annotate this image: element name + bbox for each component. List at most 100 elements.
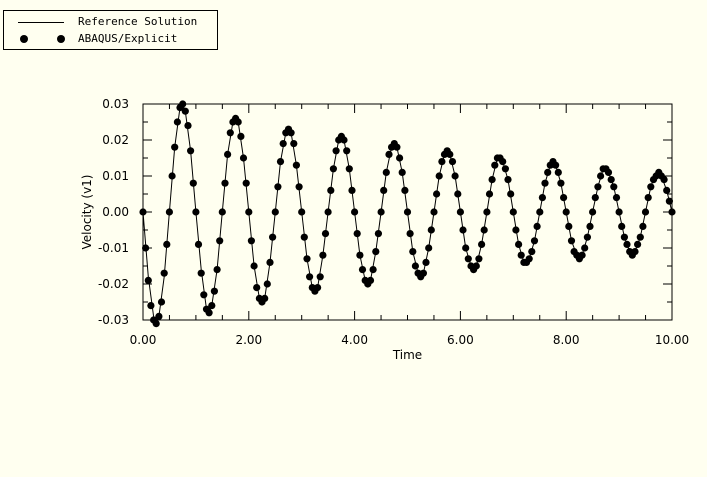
legend-label-reference: Reference Solution [78, 15, 198, 28]
abaqus-point [578, 251, 586, 259]
abaqus-point [401, 186, 409, 194]
abaqus-point [446, 150, 454, 158]
abaqus-point [512, 226, 520, 234]
abaqus-point [279, 140, 287, 148]
y-tick-label: -0.03 [98, 313, 129, 327]
y-tick-label: 0.01 [102, 169, 129, 183]
abaqus-point [269, 233, 277, 241]
abaqus-point [393, 143, 401, 151]
abaqus-point [620, 233, 629, 241]
abaqus-point [533, 222, 541, 230]
abaqus-point [641, 208, 650, 216]
abaqus-point [557, 179, 565, 187]
abaqus-point [528, 248, 536, 256]
abaqus-point [353, 230, 361, 238]
abaqus-point [332, 147, 340, 155]
abaqus-point [560, 194, 568, 202]
abaqus-point [491, 161, 499, 169]
abaqus-point [316, 273, 324, 281]
abaqus-point [554, 168, 562, 176]
abaqus-point [184, 122, 192, 130]
abaqus-point [163, 240, 171, 248]
abaqus-point [226, 129, 234, 137]
x-tick-label: 6.00 [447, 333, 474, 347]
abaqus-point [147, 302, 155, 310]
abaqus-point [647, 183, 655, 191]
abaqus-point [165, 208, 173, 216]
abaqus-point [208, 302, 216, 310]
abaqus-point [565, 222, 573, 230]
abaqus-point [589, 208, 597, 216]
abaqus-point [239, 154, 248, 162]
abaqus-point [411, 262, 419, 270]
abaqus-point [398, 168, 406, 176]
abaqus-point [454, 190, 462, 198]
abaqus-point [525, 255, 533, 263]
abaqus-point [157, 298, 166, 306]
abaqus-point [372, 248, 380, 256]
legend-dot-swatch-left [20, 35, 28, 43]
abaqus-point [385, 150, 393, 158]
abaqus-point [517, 251, 525, 259]
abaqus-point [292, 161, 300, 169]
abaqus-point [321, 230, 330, 238]
abaqus-point [329, 165, 337, 173]
abaqus-point [187, 147, 195, 155]
abaqus-point [475, 255, 483, 263]
abaqus-point [380, 186, 388, 194]
abaqus-point [459, 226, 467, 234]
abaqus-point [276, 158, 285, 166]
abaqus-point [192, 208, 200, 216]
abaqus-point [538, 194, 547, 202]
abaqus-point [216, 237, 224, 245]
abaqus-point [636, 233, 644, 241]
abaqus-point [435, 172, 443, 180]
abaqus-point [237, 132, 245, 140]
y-tick-label: 0.00 [102, 205, 129, 219]
abaqus-point [515, 240, 523, 248]
abaqus-point [377, 208, 385, 216]
abaqus-point [483, 208, 491, 216]
abaqus-point [213, 266, 221, 274]
x-tick-label: 2.00 [235, 333, 262, 347]
abaqus-point [179, 100, 187, 108]
abaqus-point [607, 176, 615, 184]
abaqus-point [205, 309, 213, 317]
abaqus-point [406, 230, 414, 238]
y-tick-label: 0.03 [102, 97, 129, 111]
abaqus-point [597, 172, 605, 180]
abaqus-point [369, 266, 377, 274]
abaqus-point [247, 237, 255, 245]
abaqus-point [448, 158, 457, 166]
abaqus-point [581, 244, 589, 252]
abaqus-point [639, 222, 647, 230]
abaqus-point [274, 183, 282, 191]
abaqus-point [509, 208, 517, 216]
abaqus-point [168, 172, 176, 180]
abaqus-point [200, 291, 208, 299]
abaqus-point [462, 244, 470, 252]
abaqus-point [152, 320, 160, 328]
abaqus-point [396, 154, 404, 162]
abaqus-point [430, 208, 438, 216]
y-axis-title: Velocity (v1) [80, 175, 94, 250]
abaqus-point [485, 190, 494, 198]
abaqus-point [544, 168, 552, 176]
abaqus-point [194, 240, 203, 248]
abaqus-point [218, 208, 226, 216]
abaqus-point [142, 244, 150, 252]
abaqus-point [324, 208, 332, 216]
legend-label-abaqus: ABAQUS/Explicit [78, 32, 178, 45]
abaqus-point [348, 186, 356, 194]
abaqus-point [366, 276, 375, 284]
abaqus-point [261, 294, 269, 302]
abaqus-point [171, 143, 179, 151]
abaqus-point [300, 233, 308, 241]
abaqus-point [351, 208, 359, 216]
abaqus-point [160, 269, 168, 277]
abaqus-point [173, 118, 181, 126]
abaqus-point [478, 240, 486, 248]
abaqus-point [507, 190, 515, 198]
abaqus-point [456, 208, 464, 216]
abaqus-point [298, 208, 306, 216]
